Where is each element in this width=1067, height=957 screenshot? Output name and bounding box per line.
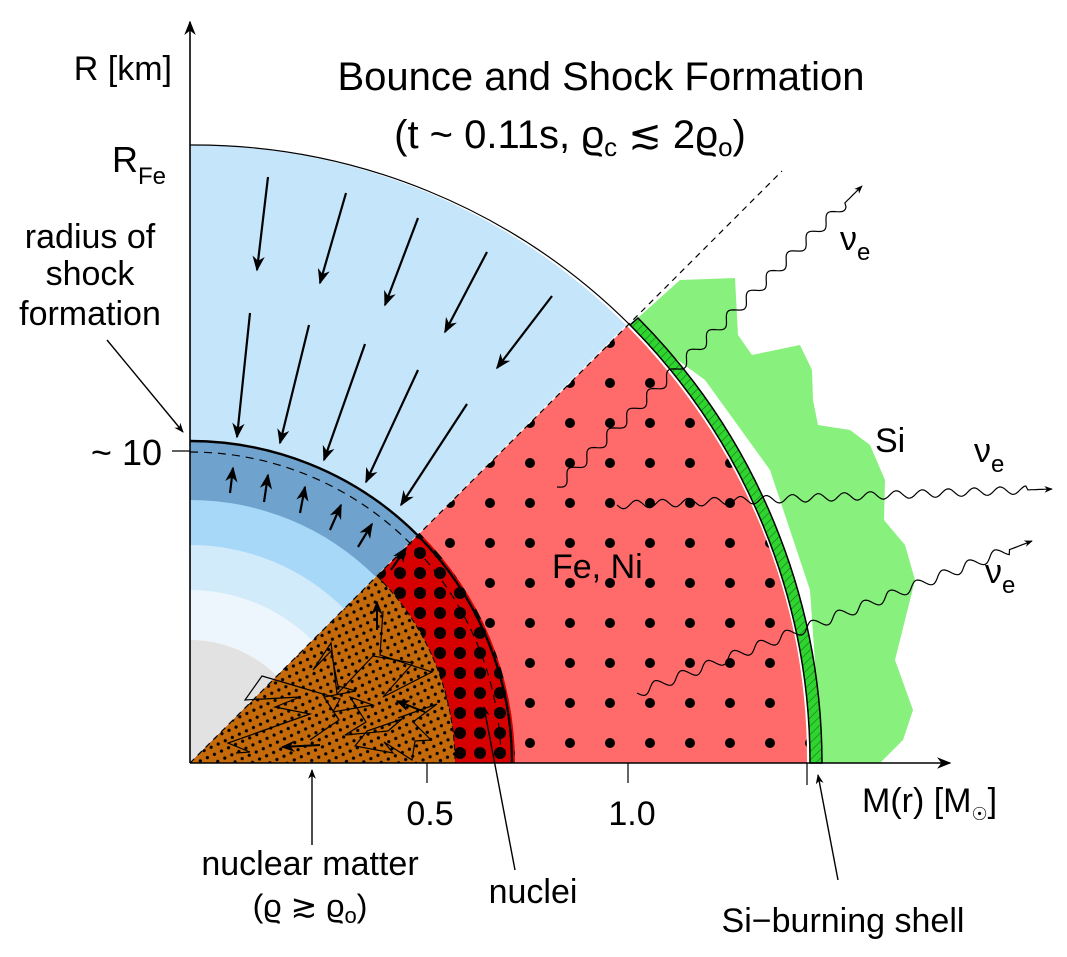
nuclei-pointer — [481, 706, 516, 871]
neutrino-path-3 — [636, 540, 1033, 697]
shock-outward-arrow — [225, 466, 238, 494]
shock-outward-arrow — [328, 503, 343, 531]
neutrino-label-3: νe — [985, 553, 1015, 599]
diagonal-dashed-line — [189, 170, 783, 764]
shock-outward-arrow — [259, 473, 273, 503]
title-line-1: Bounce and Shock Formation — [338, 55, 865, 99]
infall-arrow — [383, 217, 420, 307]
x-tick-label-0.5: 0.5 — [406, 795, 453, 833]
infall-arrow — [444, 251, 488, 334]
y-tick-label-rfe: RFe — [112, 139, 166, 190]
neutrino-label-1: νe — [840, 220, 870, 266]
shock-outward-arrow — [296, 485, 309, 514]
walk-arrow-2 — [395, 700, 426, 713]
shock-radius-label-2: shock — [46, 255, 136, 293]
x-axis-label: M(r) [M☉] — [862, 782, 997, 824]
nuclei-label: nuclei — [489, 873, 578, 911]
infall-arrow — [317, 192, 348, 285]
nuclear-matter-label: nuclear matter — [201, 845, 418, 883]
shock-outward-arrow — [390, 546, 407, 571]
random-walk-path-2 — [309, 610, 434, 741]
neutrino-path-2 — [616, 485, 1053, 510]
infall-arrow — [496, 295, 553, 370]
neutrino-label-2: νe — [974, 432, 1004, 478]
iron-core-outline — [189, 144, 631, 326]
infall-arrows — [232, 176, 553, 507]
si-burning-shell-label: Si−burning shell — [722, 902, 965, 940]
walk-arrow-1 — [280, 740, 321, 752]
random-walk-path-1 — [226, 675, 438, 762]
fe-ni-label: Fe, Ni — [552, 548, 643, 586]
y-axis-label: R [km] — [74, 50, 172, 88]
si-label: Si — [875, 422, 905, 460]
infall-arrow — [252, 176, 270, 272]
nuclear-matter-condition: (ϱ ≳ ϱo) — [253, 888, 368, 928]
infall-arrow — [232, 312, 252, 439]
infall-arrow — [277, 324, 311, 445]
shock-outward-arrows — [225, 466, 407, 571]
infall-arrow — [365, 369, 419, 484]
x-tick-label-1.0: 1.0 — [608, 795, 655, 833]
title-line-2: (t ~ 0.11s, ϱc ≲ 2ϱo) — [394, 113, 746, 162]
neutrino-path-1 — [556, 185, 863, 488]
si-shell-pointer — [815, 774, 839, 881]
y-tick-label-10: ~ 10 — [91, 432, 162, 473]
shock-radius-label-1: radius of — [25, 218, 156, 256]
infall-arrow — [400, 403, 468, 507]
si-region — [630, 278, 915, 763]
nuclear-matter-outline — [376, 575, 456, 764]
shock-radius-label-3: formation — [19, 295, 161, 333]
shock-radius-pointer — [106, 339, 184, 433]
infall-arrow — [322, 343, 367, 462]
shock-outward-arrow — [357, 522, 373, 548]
